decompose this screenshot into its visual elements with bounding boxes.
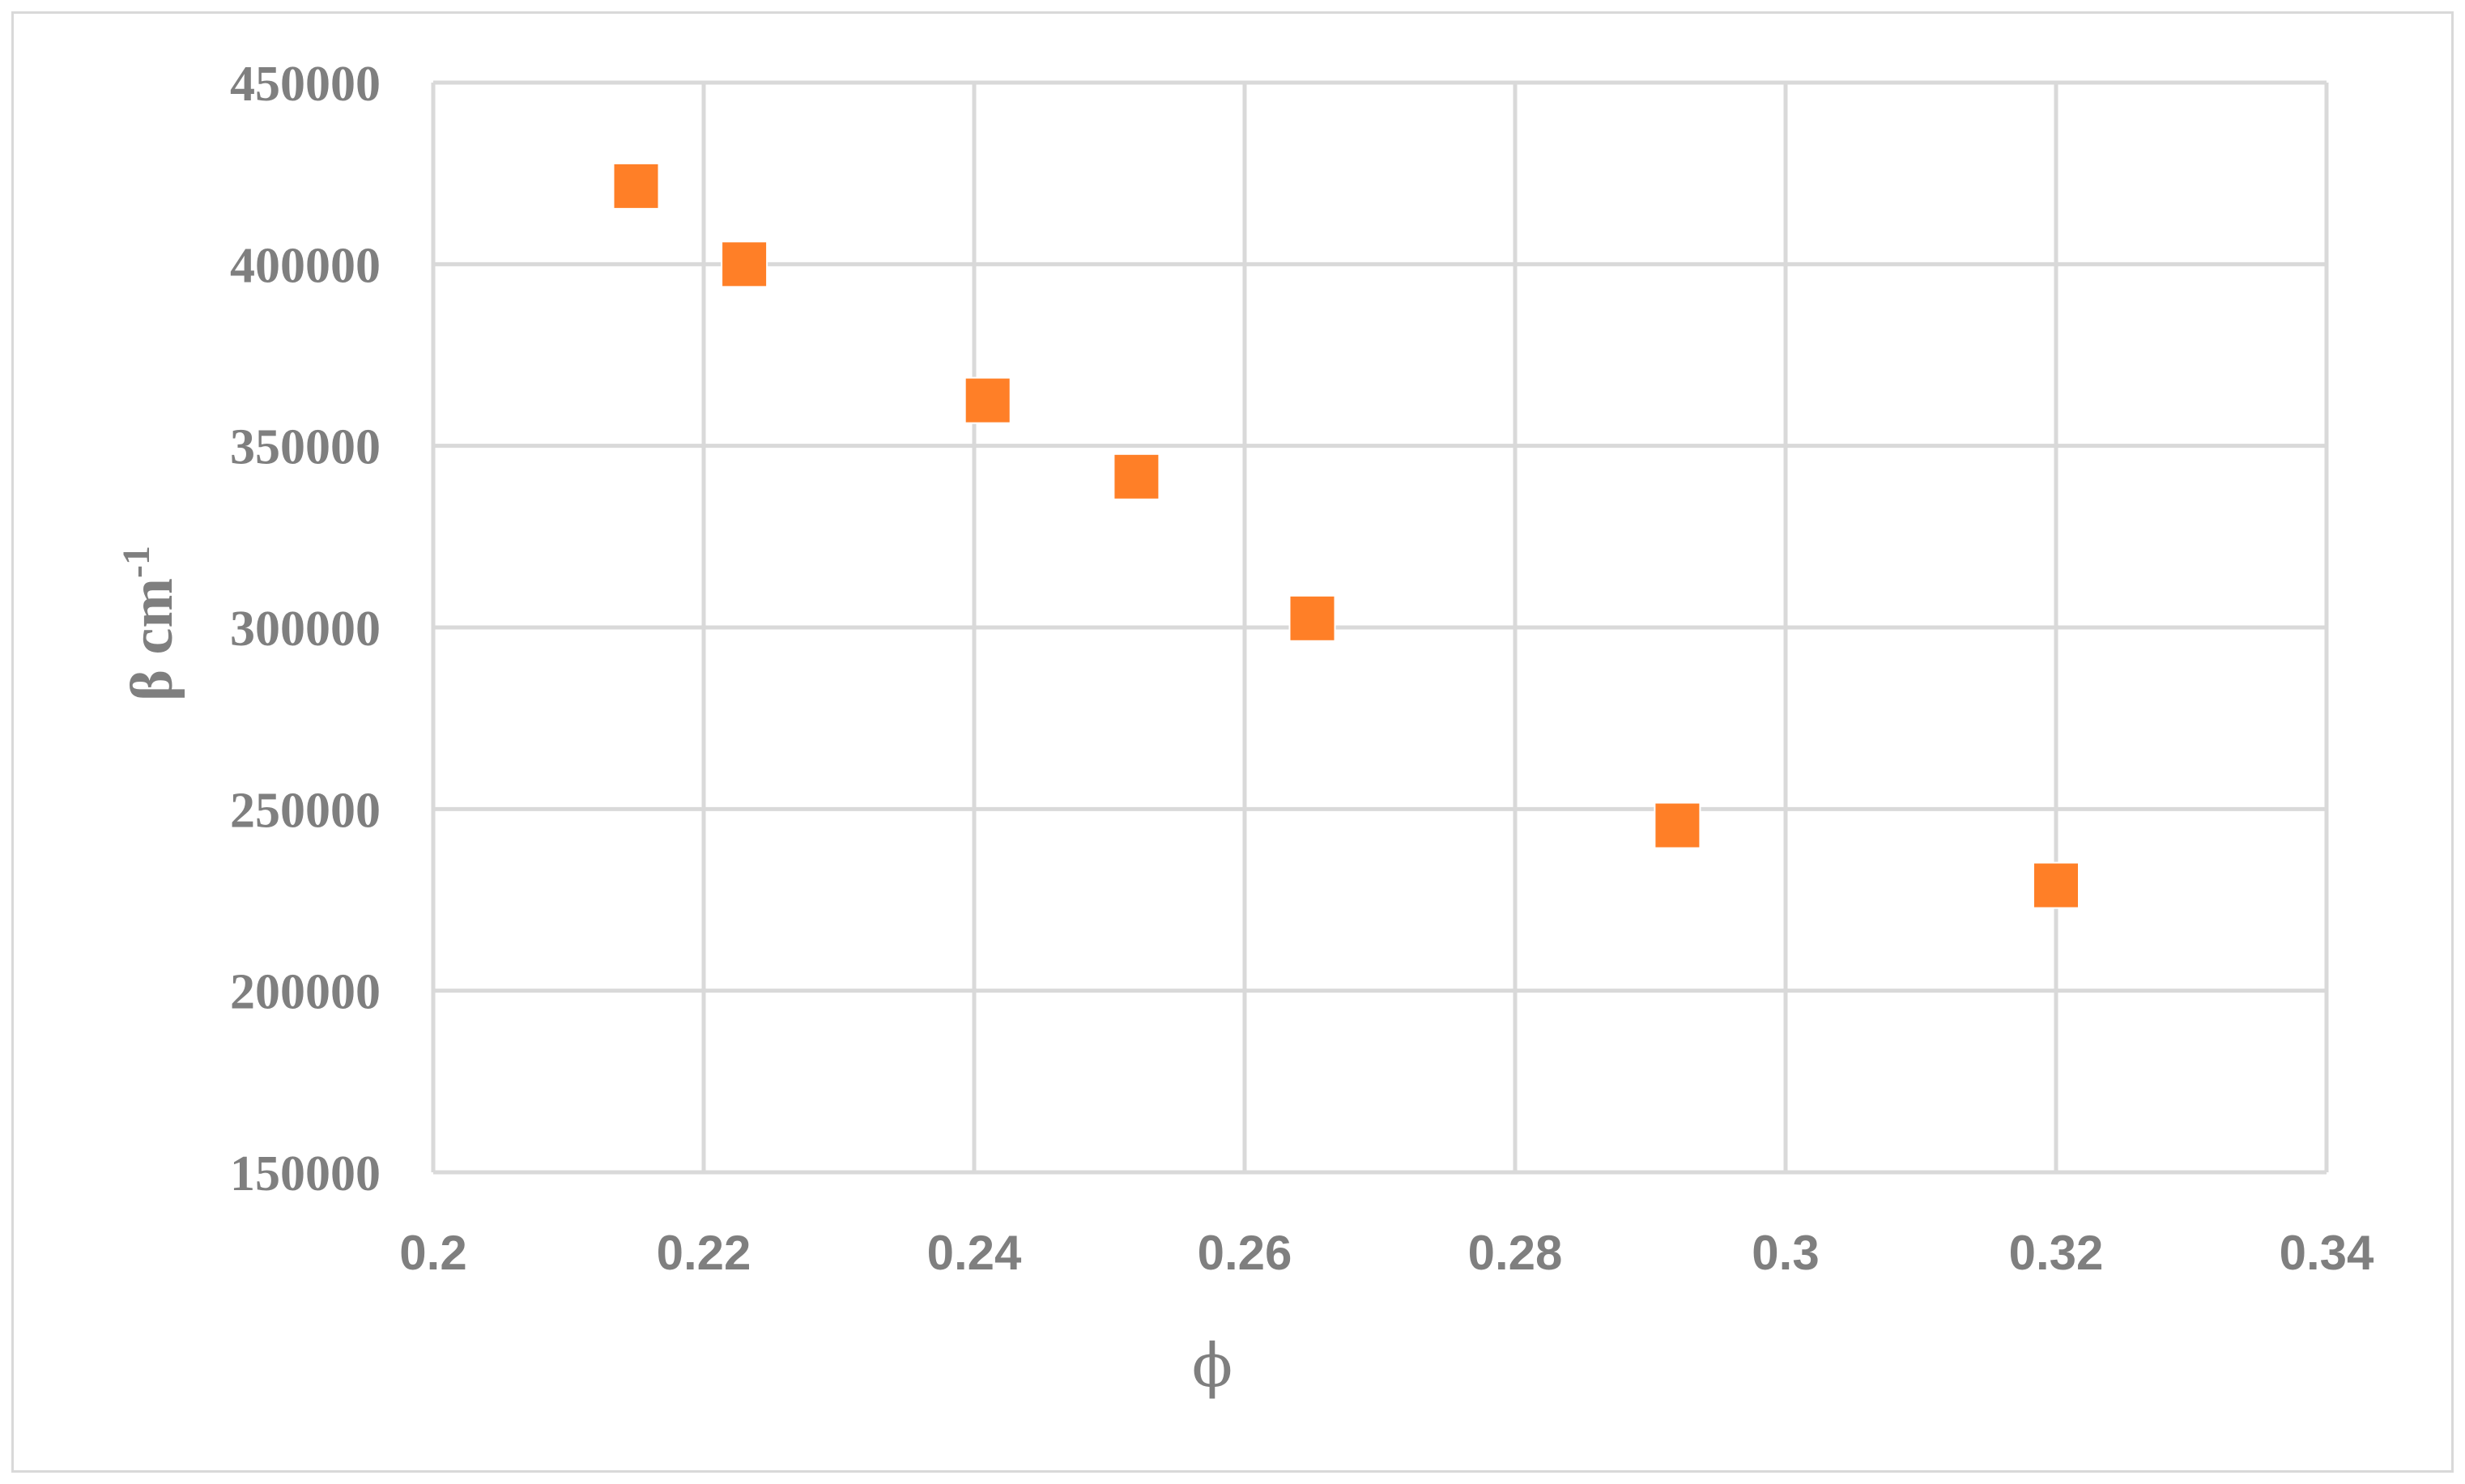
y-tick-label: 150000 (230, 1146, 381, 1201)
y-tick-label: 450000 (230, 57, 381, 112)
data-point (1288, 594, 1336, 642)
y-tick-label: 350000 (230, 420, 381, 475)
x-tick-label: 0.26 (1198, 1226, 1292, 1280)
x-tick-label: 0.32 (2009, 1226, 2104, 1280)
x-tick-label: 0.3 (1752, 1226, 1819, 1280)
data-point (612, 162, 660, 210)
y-axis-title: β cm-1 (115, 546, 185, 701)
y-tick-label: 400000 (230, 238, 381, 293)
x-tick-label: 0.22 (657, 1226, 751, 1280)
x-tick-label: 0.28 (1468, 1226, 1563, 1280)
y-tick-label: 250000 (230, 783, 381, 838)
chart-frame (11, 11, 2454, 1473)
x-tick-label: 0.34 (2280, 1226, 2374, 1280)
y-axis-title-main: β cm (119, 578, 185, 701)
x-tick-label: 0.24 (927, 1226, 1022, 1280)
data-point (1654, 802, 1701, 849)
data-point (1113, 453, 1160, 500)
data-points (612, 162, 2080, 909)
grid-layer (431, 80, 2329, 1175)
y-tick-label: 200000 (230, 965, 381, 1020)
tick-labels: 150000 200000 250000 300000 350000 400000 4500… (230, 57, 2374, 1280)
data-point (2033, 861, 2080, 909)
x-tick-label: 0.2 (399, 1226, 466, 1280)
y-tick-label: 300000 (230, 602, 381, 657)
y-axis-title-superscript: -1 (115, 546, 158, 578)
data-point (964, 376, 1011, 424)
x-axis-title: ϕ (1192, 1331, 1232, 1401)
data-point (721, 240, 768, 288)
